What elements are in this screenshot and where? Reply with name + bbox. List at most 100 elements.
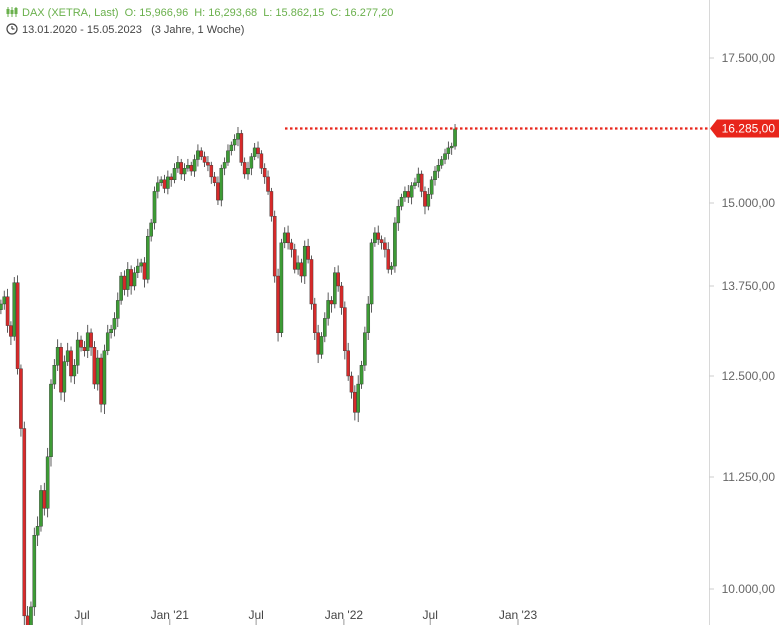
candle[interactable] [286,232,290,244]
candle[interactable] [162,179,167,189]
candle[interactable] [55,347,60,366]
candle[interactable] [446,147,451,154]
candle[interactable] [409,185,414,198]
candle[interactable] [62,361,67,393]
candle[interactable] [49,383,53,457]
candle[interactable] [95,357,100,385]
candle[interactable] [89,332,93,348]
candle[interactable] [363,332,367,366]
candle[interactable] [9,325,13,337]
candle[interactable] [329,300,334,305]
candle[interactable] [2,296,7,305]
candle[interactable] [72,365,77,377]
candle[interactable] [272,216,277,277]
candle[interactable] [149,222,153,237]
candle[interactable] [333,272,337,305]
candle[interactable] [109,329,113,334]
candle[interactable] [59,347,63,393]
candle[interactable] [32,535,37,608]
candle[interactable] [336,272,340,287]
candle[interactable] [256,147,260,154]
candle[interactable] [196,150,200,160]
candle[interactable] [369,242,374,305]
candle[interactable] [353,391,357,413]
candle[interactable] [186,165,190,169]
candle[interactable] [75,339,80,366]
candle[interactable] [423,191,427,207]
candle[interactable] [122,275,127,290]
candle[interactable] [262,167,267,178]
candle[interactable] [373,232,377,244]
candle[interactable] [429,179,434,195]
candle[interactable] [266,176,270,192]
candle[interactable] [139,262,143,267]
candle[interactable] [22,428,27,617]
candle[interactable] [356,383,360,413]
candle[interactable] [259,153,264,169]
candle[interactable] [12,282,17,337]
candle[interactable] [252,147,257,157]
candle[interactable] [25,615,30,625]
candle[interactable] [146,235,150,280]
candle[interactable] [159,179,163,183]
candle[interactable] [403,191,407,198]
candle[interactable] [5,296,10,326]
candle[interactable] [346,350,350,377]
candle[interactable] [115,300,120,319]
candle[interactable] [169,176,174,180]
candle[interactable] [176,162,180,169]
candle[interactable] [82,347,87,352]
candle[interactable] [366,303,371,333]
candle[interactable] [383,242,387,250]
candle[interactable] [65,350,70,362]
candle[interactable] [242,162,247,175]
candle[interactable] [102,350,107,405]
candle[interactable] [269,191,274,217]
candle[interactable] [142,262,147,280]
candle[interactable] [172,167,177,180]
candle[interactable] [309,259,314,305]
candle[interactable] [376,232,381,240]
candle[interactable] [232,138,237,146]
candle[interactable] [0,303,3,310]
candle[interactable] [112,318,117,330]
candle[interactable] [249,156,254,169]
candle[interactable] [433,170,437,181]
candle[interactable] [239,133,244,163]
candle[interactable] [219,167,224,201]
candle[interactable] [236,133,240,140]
candle[interactable] [359,365,364,385]
candle[interactable] [302,245,307,277]
candle[interactable] [419,173,424,192]
candle[interactable] [226,150,230,163]
candle[interactable] [15,282,20,369]
candle[interactable] [276,275,280,334]
candle[interactable] [202,156,207,163]
candle[interactable] [296,262,300,270]
candle[interactable] [406,191,411,198]
candle[interactable] [152,191,157,224]
candle[interactable] [399,196,404,207]
candle[interactable] [206,162,210,166]
candle[interactable] [386,249,391,270]
candle[interactable] [45,456,50,509]
candle[interactable] [129,269,133,287]
candle[interactable] [289,242,294,250]
candle[interactable] [323,318,327,337]
candle[interactable] [396,206,401,224]
candle[interactable] [312,303,317,333]
candle[interactable] [179,162,184,175]
candle[interactable] [132,272,137,287]
candle[interactable] [299,262,304,277]
candle[interactable] [292,249,297,270]
candle[interactable] [125,269,130,290]
candle[interactable] [413,182,417,186]
candle[interactable] [182,167,187,175]
candle[interactable] [319,336,324,355]
candle[interactable] [436,165,441,172]
candle[interactable] [69,350,73,377]
candle[interactable] [306,245,310,260]
candle[interactable] [29,606,33,625]
candle[interactable] [279,242,284,333]
candle[interactable] [192,159,197,172]
